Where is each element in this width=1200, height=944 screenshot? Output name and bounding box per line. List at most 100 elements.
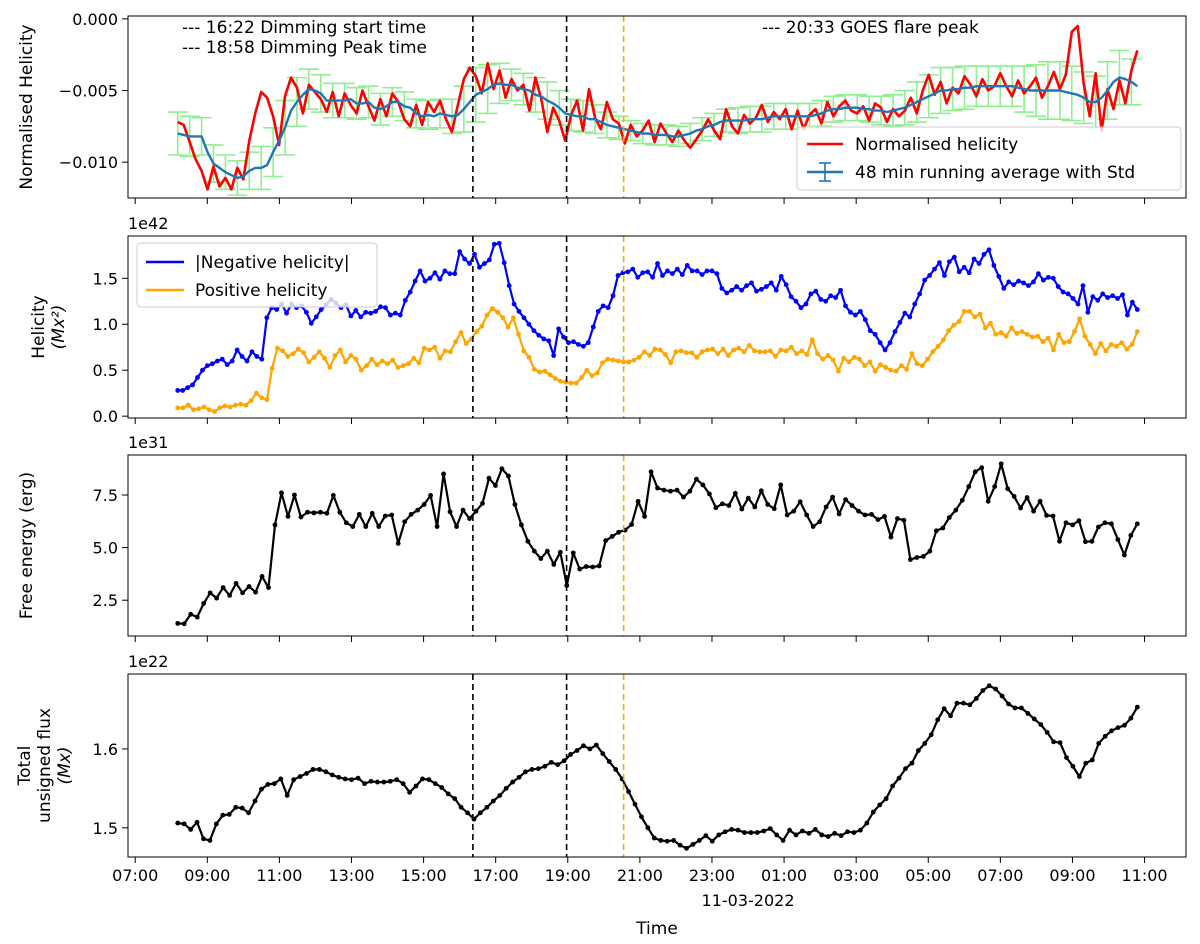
data-point bbox=[561, 758, 567, 764]
data-point bbox=[1065, 291, 1071, 297]
data-point bbox=[888, 367, 894, 373]
data-point bbox=[600, 360, 605, 366]
data-point bbox=[363, 524, 369, 529]
data-point bbox=[684, 263, 690, 268]
data-point bbox=[1050, 275, 1056, 281]
data-point bbox=[678, 348, 684, 354]
data-point bbox=[181, 821, 187, 827]
data-point bbox=[920, 554, 926, 559]
data-point bbox=[1120, 292, 1125, 298]
data-point bbox=[536, 332, 542, 338]
panel-1: 0.000 −0.005 −0.010 Normalised Helicity Norm… bbox=[17, 10, 1187, 204]
data-point bbox=[930, 349, 936, 355]
data-point bbox=[383, 305, 388, 311]
data-point bbox=[642, 349, 647, 355]
data-point bbox=[474, 329, 480, 334]
data-point bbox=[932, 266, 937, 272]
data-point bbox=[190, 382, 195, 388]
data-point bbox=[605, 305, 611, 311]
data-point bbox=[465, 810, 470, 816]
data-point bbox=[741, 349, 747, 355]
data-point bbox=[658, 838, 664, 843]
data-point bbox=[973, 696, 979, 701]
data-point bbox=[986, 247, 992, 253]
data-point bbox=[489, 306, 495, 312]
data-point bbox=[732, 490, 738, 496]
data-point bbox=[175, 620, 181, 626]
data-point bbox=[295, 346, 301, 352]
data-point bbox=[922, 741, 928, 746]
data-point bbox=[1076, 518, 1082, 524]
data-point bbox=[442, 268, 448, 274]
data-point bbox=[285, 514, 291, 519]
data-point bbox=[828, 293, 834, 299]
data-point bbox=[407, 789, 412, 795]
data-point bbox=[480, 501, 485, 506]
data-point bbox=[991, 263, 997, 268]
data-point bbox=[739, 506, 745, 512]
panel-3: 2.5 5.0 7.5 1e31 Free energy (erg) bbox=[17, 433, 1187, 642]
data-point bbox=[808, 291, 814, 297]
data-point bbox=[752, 504, 758, 510]
data-point bbox=[976, 261, 982, 266]
data-point bbox=[914, 361, 920, 367]
data-point bbox=[1038, 722, 1044, 727]
data-point bbox=[308, 320, 314, 326]
data-point bbox=[579, 375, 584, 380]
data-point bbox=[408, 511, 414, 517]
data-point bbox=[590, 324, 596, 330]
data-point bbox=[719, 285, 725, 291]
data-point bbox=[856, 508, 861, 514]
data-point bbox=[324, 510, 330, 516]
data-point bbox=[1018, 505, 1024, 511]
data-point bbox=[729, 826, 735, 832]
data-point bbox=[977, 311, 983, 317]
data-point bbox=[771, 506, 777, 512]
data-point bbox=[941, 706, 947, 712]
data-point bbox=[546, 338, 552, 344]
data-point bbox=[998, 330, 1004, 335]
data-point bbox=[674, 266, 680, 272]
data-point bbox=[674, 487, 680, 493]
data-point bbox=[704, 347, 710, 353]
data-point bbox=[394, 777, 400, 783]
data-point bbox=[726, 503, 732, 508]
data-point bbox=[1057, 740, 1063, 746]
data-point bbox=[353, 356, 359, 362]
x-tick-label: 23:00 bbox=[689, 866, 735, 885]
data-point bbox=[323, 769, 329, 775]
data-point bbox=[343, 520, 349, 526]
data-point bbox=[700, 482, 706, 488]
data-point bbox=[420, 776, 425, 782]
data-point bbox=[817, 519, 823, 525]
data-point bbox=[1051, 739, 1057, 745]
data-point bbox=[836, 511, 842, 517]
data-point bbox=[660, 273, 665, 278]
data-point bbox=[668, 488, 673, 494]
data-point bbox=[378, 304, 383, 310]
data-point bbox=[412, 278, 418, 284]
data-point bbox=[207, 838, 213, 843]
data-point bbox=[363, 309, 369, 315]
data-point bbox=[773, 354, 778, 359]
data-point bbox=[1129, 299, 1135, 305]
data-point bbox=[555, 762, 561, 768]
data-point bbox=[570, 550, 576, 556]
data-point bbox=[892, 329, 898, 334]
data-point bbox=[714, 271, 720, 277]
data-point bbox=[1045, 274, 1051, 280]
data-point bbox=[413, 783, 419, 789]
data-point bbox=[833, 295, 839, 300]
data-point bbox=[310, 767, 316, 772]
data-point bbox=[175, 820, 181, 826]
data-point bbox=[454, 524, 459, 529]
data-point bbox=[992, 484, 998, 489]
data-point bbox=[402, 297, 408, 303]
x-tick-label: 03:00 bbox=[833, 866, 879, 885]
data-point bbox=[556, 326, 562, 332]
data-point bbox=[518, 522, 524, 528]
data-point bbox=[305, 509, 310, 515]
data-point bbox=[606, 759, 612, 764]
data-point bbox=[729, 287, 735, 293]
data-point bbox=[1100, 291, 1106, 297]
